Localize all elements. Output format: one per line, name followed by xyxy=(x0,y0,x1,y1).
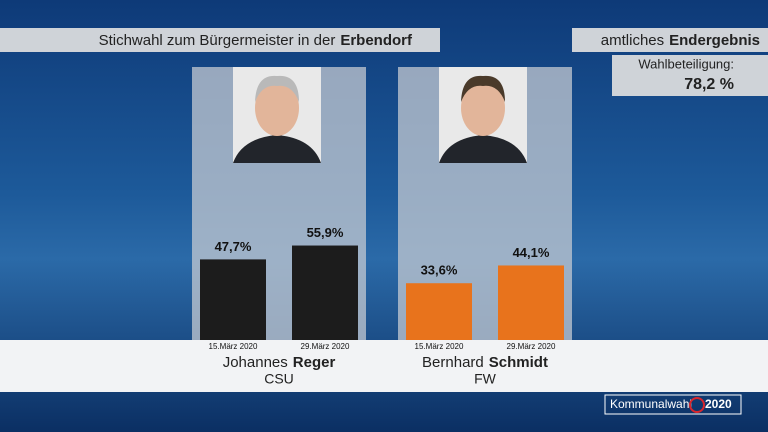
portrait-body xyxy=(233,135,321,163)
party: FW xyxy=(474,371,497,387)
portrait-hair xyxy=(255,75,299,102)
value-label: 47,7% xyxy=(215,239,252,254)
first-name: Bernhard xyxy=(422,354,484,371)
date-label: 15.März 2020 xyxy=(209,342,258,351)
bar xyxy=(406,283,472,340)
status-box xyxy=(572,28,768,52)
portrait-body xyxy=(439,135,527,163)
footer-brand: Kommunalwahl xyxy=(610,397,692,411)
name-strip xyxy=(0,340,768,392)
footer-year: 2020 xyxy=(705,397,732,411)
title-prefix: Stichwahl zum Bürgermeister in der xyxy=(99,32,336,49)
value-label: 44,1% xyxy=(513,245,550,260)
value-label: 55,9% xyxy=(307,225,344,240)
last-name: Schmidt xyxy=(489,354,548,371)
first-name: Johannes xyxy=(223,354,288,371)
candidate-name: Bernhard Schmidt xyxy=(422,354,548,371)
title-box xyxy=(0,28,440,52)
title-place: Erbendorf xyxy=(340,32,413,49)
date-label: 15.März 2020 xyxy=(415,342,464,351)
last-name: Reger xyxy=(293,354,336,371)
title: Stichwahl zum Bürgermeister in der Erbend… xyxy=(99,32,413,49)
portrait-hair xyxy=(461,75,505,102)
portrait-head xyxy=(255,80,299,136)
party: CSU xyxy=(264,371,294,387)
bar xyxy=(498,265,564,340)
charts: 47,7% 15.März 2020 55,9% 29.März 2020 Johann… xyxy=(192,67,572,387)
candidate-name: Johannes Reger xyxy=(223,354,336,371)
portrait-head xyxy=(461,80,505,136)
status-main: Endergebnis xyxy=(669,32,760,49)
bar xyxy=(200,259,266,340)
date-label: 29.März 2020 xyxy=(507,342,556,351)
footer-icon xyxy=(689,397,705,413)
status-prefix: amtliches xyxy=(601,32,664,49)
turnout-label: Wahlbeteiligung: xyxy=(638,56,734,71)
footer-box xyxy=(604,394,742,415)
status: amtliches Endergebnis xyxy=(601,32,760,49)
date-label: 29.März 2020 xyxy=(301,342,350,351)
turnout-value: 78,2 % xyxy=(684,76,734,93)
bar xyxy=(292,245,358,340)
turnout-box xyxy=(612,55,768,96)
value-label: 33,6% xyxy=(421,263,458,278)
